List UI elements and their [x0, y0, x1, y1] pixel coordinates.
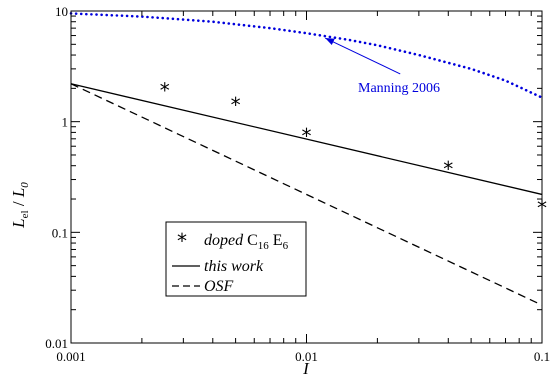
y-tick-label: 0.01: [45, 336, 68, 351]
legend-label-doped-e: E: [273, 232, 283, 249]
legend-label-doped-e-sub: 6: [283, 240, 289, 252]
data-point-doped-c16-e6: *: [231, 93, 241, 117]
data-point-doped-c16-e6: *: [160, 79, 170, 103]
legend-marker-doped: *: [177, 229, 187, 253]
chart-marks: * * * * *: [69, 12, 547, 306]
legend-label-doped-italic: doped: [204, 232, 244, 249]
legend: * doped C16 E6 this work OSF: [165, 221, 307, 297]
annotation: Manning 2006: [324, 37, 440, 96]
legend-box: [165, 221, 307, 297]
y-tick-label: 10: [55, 4, 68, 19]
legend-label-osf: OSF: [204, 278, 234, 295]
x-tick-label: 0.01: [295, 349, 318, 364]
y-axis-title-sub2: 0: [19, 182, 31, 188]
annotation-arrowhead: [325, 38, 335, 46]
legend-label-this-work: this work: [204, 258, 264, 275]
y-axis-title-sep: /: [9, 197, 28, 210]
y-axis-title-l2: L: [9, 188, 28, 198]
x-axis-title: I: [302, 359, 310, 377]
data-point-doped-c16-e6: *: [443, 157, 453, 181]
y-tick-label: 0.1: [52, 225, 68, 240]
y-axis-title-sub1: el: [19, 210, 31, 218]
x-tick-label: 0.1: [534, 349, 550, 364]
y-axis-title-l1: L: [9, 218, 28, 228]
y-tick-label: 1: [62, 115, 69, 130]
series-line-manning-2006: [69, 12, 544, 99]
y-axis-title: Lel / L0: [9, 182, 31, 229]
annotation-arrow: [324, 37, 401, 75]
series-line-osf: [70, 83, 543, 306]
legend-label-doped-c: C: [243, 232, 258, 249]
plot-frame: [70, 10, 543, 344]
legend-label-doped: doped C16 E6: [204, 232, 289, 252]
series-line-this-work: [70, 83, 543, 196]
annotation-label: Manning 2006: [358, 81, 440, 96]
data-point-doped-c16-e6: *: [302, 124, 312, 148]
x-tick-label: 0.001: [56, 349, 85, 364]
legend-label-doped-c-sub: 16: [258, 240, 270, 252]
